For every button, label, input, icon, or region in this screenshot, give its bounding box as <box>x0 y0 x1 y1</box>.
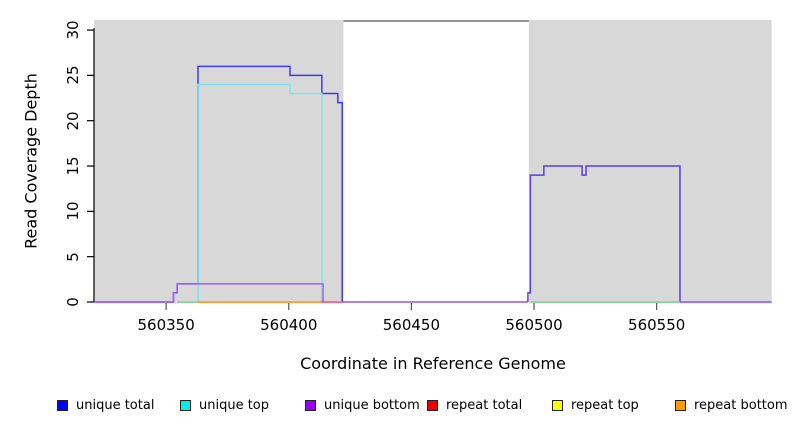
legend-item-repeat-bottom: repeat bottom <box>675 398 788 413</box>
legend-label: unique bottom <box>324 398 420 413</box>
legend-swatch-icon <box>675 400 686 411</box>
x-tick-label-560350: 560350 <box>137 316 195 334</box>
legend-swatch-icon <box>57 400 68 411</box>
legend-label: repeat total <box>446 398 523 413</box>
y-tick-label-5: 5 <box>64 251 82 262</box>
legend-swatch-icon <box>305 400 316 411</box>
y-tick-label-30: 30 <box>64 20 82 40</box>
legend-label: unique top <box>199 398 270 413</box>
legend-label: repeat top <box>571 398 639 413</box>
x-tick-label-560500: 560500 <box>505 316 563 334</box>
y-tick-label-20: 20 <box>64 111 82 131</box>
legend-item-unique-bottom: unique bottom <box>305 398 420 413</box>
legend-swatch-icon <box>180 400 191 411</box>
series-unique-top <box>197 83 323 302</box>
legend-swatch-icon <box>552 400 563 411</box>
y-tick-label-10: 10 <box>64 201 82 221</box>
y-tick-label-25: 25 <box>64 65 82 85</box>
coverage-lines <box>94 65 772 303</box>
legend-item-unique-total: unique total <box>57 398 154 413</box>
axes <box>87 28 658 310</box>
y-tick-label-15: 15 <box>64 156 82 176</box>
legend: unique total unique top unique bottom repea… <box>0 398 792 416</box>
shaded-regions <box>94 20 772 304</box>
series-unique-bottom-left-block- <box>94 283 324 303</box>
legend-item-unique-top: unique top <box>180 398 269 413</box>
legend-label: unique total <box>76 398 155 413</box>
shaded-region-1 <box>528 20 772 304</box>
x-axis-title: Coordinate in Reference Genome <box>300 354 566 373</box>
x-tick-label-560550: 560550 <box>628 316 686 334</box>
y-axis-title: Read Coverage Depth <box>21 73 41 249</box>
shaded-region-0 <box>94 20 344 304</box>
legend-item-repeat-top: repeat top <box>552 398 639 413</box>
x-tick-label-560450: 560450 <box>382 316 441 334</box>
legend-label: repeat bottom <box>694 398 788 413</box>
series-unique-total-bottom-right-block- <box>527 165 681 302</box>
y-tick-label-0: 0 <box>64 297 82 307</box>
legend-swatch-icon <box>427 400 438 411</box>
legend-item-repeat-total: repeat total <box>427 398 522 413</box>
x-tick-label-560400: 560400 <box>260 316 318 334</box>
